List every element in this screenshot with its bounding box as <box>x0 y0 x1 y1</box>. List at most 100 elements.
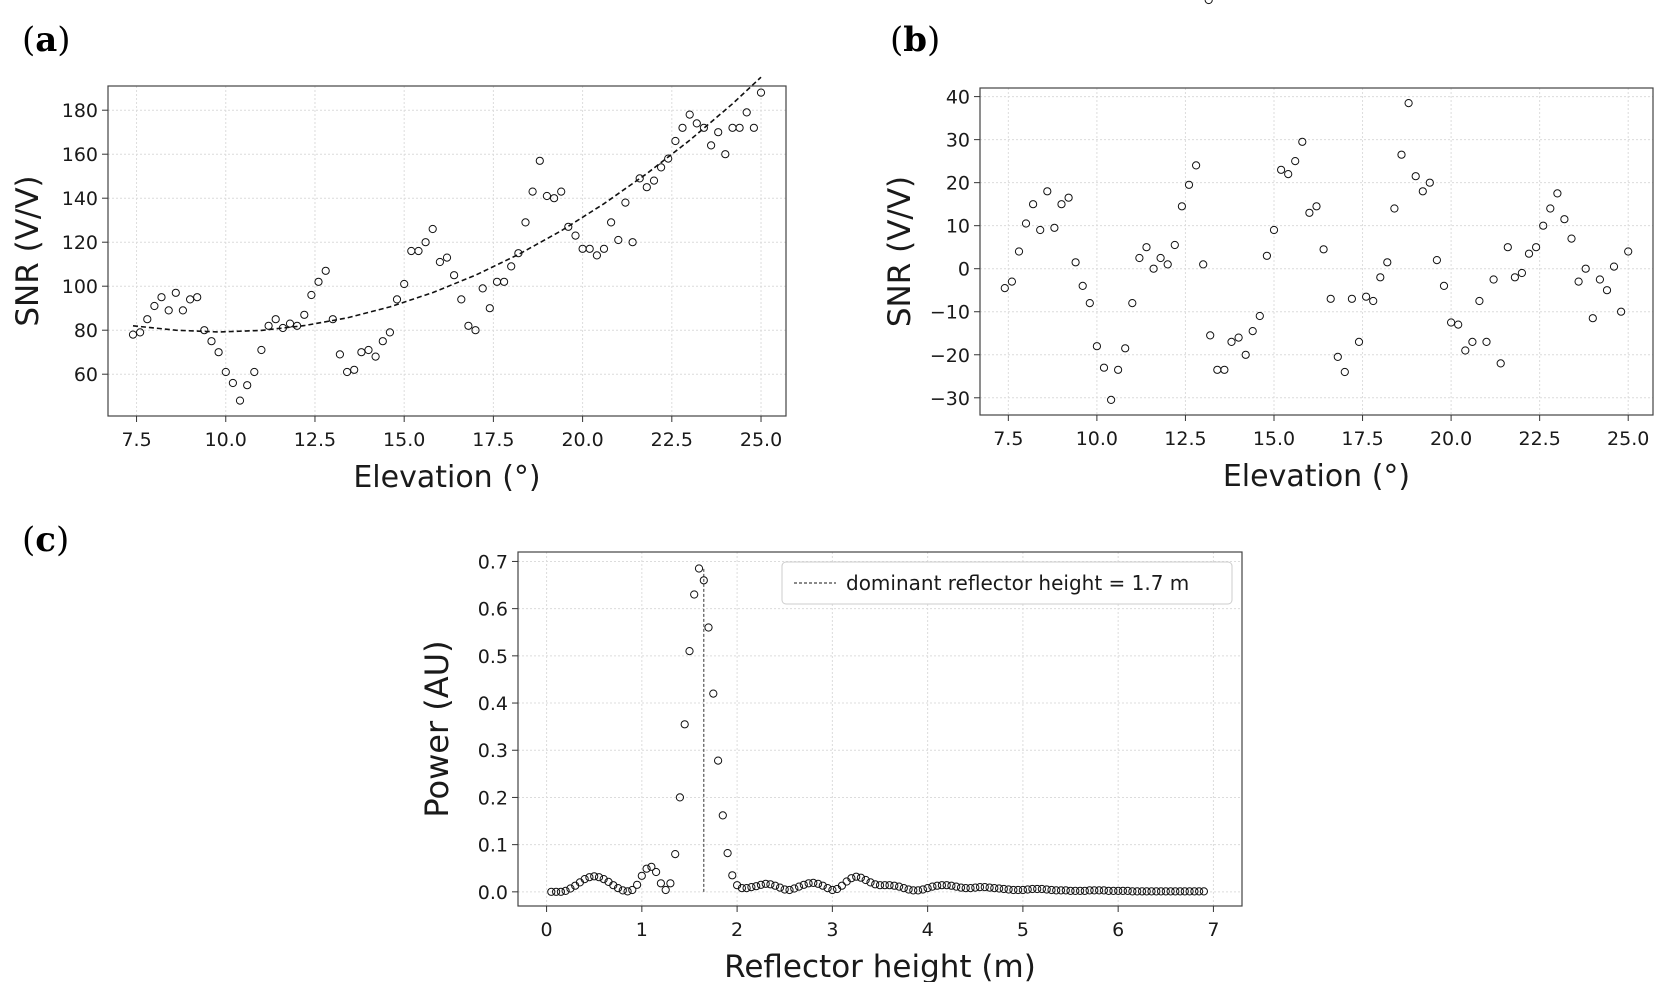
chart-3-point-104 <box>1042 885 1051 894</box>
chart-3-point-48 <box>775 883 785 892</box>
chart-2-point-71 <box>1503 243 1512 252</box>
chart-2-xlabel: Elevation (°) <box>1223 459 1410 494</box>
chart-1-point-16 <box>243 381 252 390</box>
chart-3-point-82 <box>937 881 947 890</box>
chart-3-point-101 <box>1028 884 1037 894</box>
chart-1-point-26 <box>314 277 323 286</box>
chart-3-point-117 <box>1104 886 1113 896</box>
chart-1-point-59 <box>550 194 559 203</box>
chart-1-point-76 <box>671 136 680 146</box>
chart-1-point-7 <box>178 306 187 315</box>
chart-3-xtick-label-0: 0 <box>541 919 553 941</box>
chart-2-xtick-label-4: 17.5 <box>1341 428 1383 450</box>
chart-2-point-30 <box>1213 365 1222 374</box>
chart-3-point-128 <box>1156 887 1166 896</box>
chart-1-point-58 <box>542 191 552 201</box>
chart-1-point-42 <box>428 224 437 234</box>
chart-2-point-22 <box>1156 253 1165 263</box>
chart-1-point-3 <box>150 301 159 311</box>
chart-3-point-99 <box>1018 885 1028 895</box>
chart-3: 0 1 2 3 4 5 6 7 0.0 0.1 0.2 0.3 0.4 0.5 0.6 0.7 Reflecto… <box>418 0 1243 982</box>
chart-2-point-58 <box>1411 172 1420 181</box>
chart-1-point-60 <box>557 187 566 196</box>
chart-1-point-57 <box>535 156 544 165</box>
chart-1-point-64 <box>585 244 594 253</box>
chart-2-point-76 <box>1539 221 1548 230</box>
chart-3-point-42 <box>747 883 756 892</box>
chart-3-point-38 <box>728 871 737 880</box>
chart-3-point-88 <box>966 884 975 893</box>
chart-1-point-33 <box>364 345 373 355</box>
chart-3-point-77 <box>914 886 923 895</box>
chart-2-point-44 <box>1312 202 1321 211</box>
chart-2-ytick-label-3: 0 <box>958 259 970 281</box>
chart-1-point-8 <box>186 295 195 304</box>
chart-1-point-52 <box>500 277 509 286</box>
chart-2-ylabel: SNR (V/V) <box>882 176 918 327</box>
chart-2-point-9 <box>1064 193 1073 202</box>
chart-3-point-55 <box>809 878 818 888</box>
chart-2-point-6 <box>1043 187 1052 196</box>
chart-3-point-27 <box>675 793 685 802</box>
chart-2-ytick-label-0: −30 <box>930 388 970 410</box>
chart-3-point-44 <box>756 880 766 889</box>
chart-3-point-136 <box>1195 887 1204 896</box>
chart-3-point-80 <box>928 882 937 891</box>
chart-2-point-84 <box>1595 275 1605 284</box>
chart-1-point-13 <box>221 367 230 377</box>
chart-3-point-120 <box>1118 886 1128 896</box>
chart-2-point-28 <box>1199 260 1208 269</box>
chart-2-point-80 <box>1567 234 1576 243</box>
chart-1-point-67 <box>607 218 616 227</box>
chart-3-point-94 <box>995 884 1004 893</box>
panel-label-b: (b) <box>890 20 941 60</box>
chart-1-point-62 <box>571 231 580 240</box>
chart-1-xtick-label-5: 20.0 <box>561 429 603 451</box>
chart-1-point-31 <box>350 365 359 374</box>
chart-3-point-91 <box>980 883 989 892</box>
chart-3-point-56 <box>814 879 823 888</box>
chart-3-point-28 <box>680 720 689 729</box>
chart-3-xtick-label-6: 6 <box>1112 919 1124 941</box>
chart-2-point-11 <box>1078 281 1087 290</box>
chart-2-point-24 <box>1170 240 1179 250</box>
chart-1-point-49 <box>478 284 487 293</box>
chart-3-point-57 <box>818 881 827 890</box>
chart-3-point-78 <box>918 885 928 894</box>
chart-3-point-75 <box>904 885 913 894</box>
chart-1-point-73 <box>649 176 659 185</box>
chart-1-point-53 <box>507 262 516 271</box>
chart-3-point-111 <box>1076 886 1085 896</box>
chart-2-point-87 <box>1617 307 1626 316</box>
chart-1-point-20 <box>271 315 280 324</box>
chart-3-xtick-label-1: 1 <box>636 919 648 941</box>
chart-1-ytick-label-4: 140 <box>62 188 98 210</box>
chart-3-xtick-label-3: 3 <box>826 919 838 941</box>
chart-2-ytick-label-4: 10 <box>946 216 970 238</box>
chart-3-point-19 <box>637 871 646 880</box>
chart-2-point-41 <box>1291 157 1300 166</box>
chart-2-point-12 <box>1085 299 1094 308</box>
chart-2-point-57 <box>1404 99 1413 108</box>
chart-1-point-14 <box>228 378 237 388</box>
chart-3-point-132 <box>1176 887 1185 896</box>
chart-2-point-19 <box>1135 253 1144 263</box>
chart-3-legend-label: dominant reflector height = 1.7 m <box>846 571 1189 595</box>
chart-2-point-31 <box>1220 365 1229 374</box>
chart-2-ytick-label-5: 20 <box>946 173 970 195</box>
chart-2-point-15 <box>1107 395 1116 404</box>
chart-2-point-4 <box>1029 200 1038 209</box>
chart-1-point-37 <box>392 295 402 304</box>
chart-1-point-2 <box>143 315 152 324</box>
chart-3-point-100 <box>1023 885 1032 894</box>
chart-1-point-84 <box>728 123 737 132</box>
chart-2-point-1 <box>1007 277 1017 286</box>
chart-1-point-71 <box>635 174 644 183</box>
chart-2: 7.5 10.0 12.5 15.0 17.5 20.0 22.5 25.0 −30 −20 −10… <box>882 87 1654 494</box>
chart-3-point-124 <box>1137 887 1147 896</box>
chart-1-point-40 <box>414 246 423 256</box>
chart-3-ytick-label-4: 0.4 <box>478 693 508 715</box>
chart-3-ytick-label-6: 0.6 <box>478 599 508 621</box>
chart-1-point-17 <box>250 367 259 377</box>
chart-3-point-135 <box>1190 887 1199 896</box>
